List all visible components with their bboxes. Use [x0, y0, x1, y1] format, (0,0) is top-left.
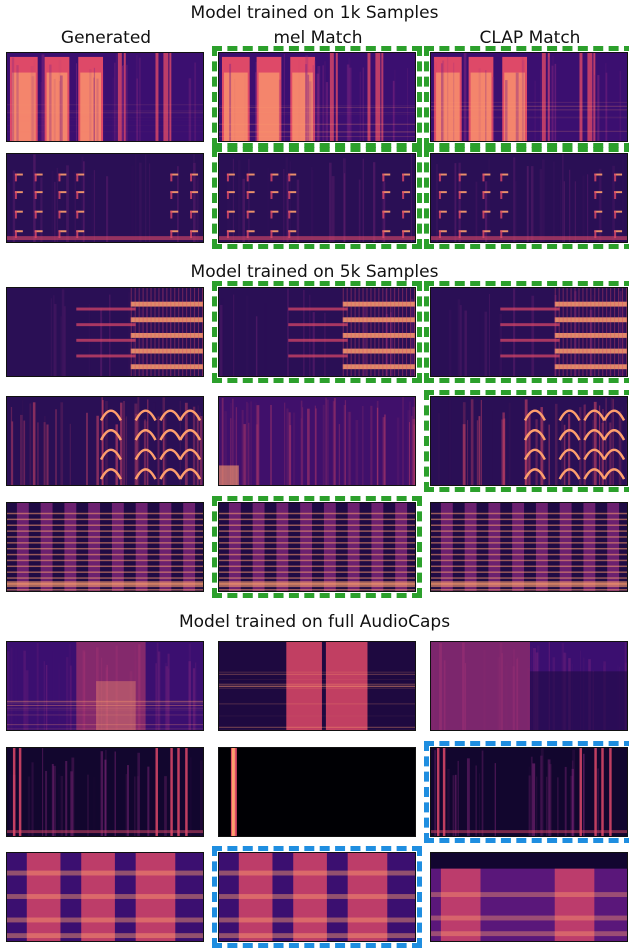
- spectrogram-row7-generated: [6, 747, 204, 837]
- spectrogram-image: [7, 853, 203, 941]
- spectrogram-image: [431, 748, 627, 836]
- spectrogram-image: [219, 853, 415, 941]
- spectrogram-image: [7, 154, 203, 242]
- spectrogram-image: [431, 397, 627, 485]
- spectrogram-row7-clap-match: [424, 741, 629, 843]
- spectrogram-row2-mel-match: [212, 147, 422, 249]
- spectrogram-image: [219, 288, 415, 376]
- spectrogram-image: [7, 288, 203, 376]
- spectrogram-row7-mel-match: [218, 747, 416, 837]
- spectrogram-image: [219, 154, 415, 242]
- spectrogram-row4-clap-match: [424, 390, 629, 492]
- spectrogram-image: [431, 642, 627, 730]
- spectrogram-row4-mel-match: [218, 396, 416, 486]
- spectrogram-row5-clap-match: [430, 502, 628, 592]
- spectrogram-row5-mel-match: [212, 496, 422, 598]
- spectrogram-row6-clap-match: [430, 641, 628, 731]
- spectrogram-row3-generated: [6, 287, 204, 377]
- spectrogram-image: [7, 53, 203, 141]
- spectrogram-image: [431, 853, 627, 941]
- spectrogram-image: [219, 503, 415, 591]
- spectrogram-image: [219, 642, 415, 730]
- spectrogram-row5-generated: [6, 502, 204, 592]
- spectrogram-image: [7, 503, 203, 591]
- spectrogram-row2-clap-match: [424, 147, 629, 249]
- spectrogram-row1-mel-match: [212, 46, 422, 148]
- spectrogram-row4-generated: [6, 396, 204, 486]
- spectrogram-image: [219, 53, 415, 141]
- spectrogram-image: [431, 503, 627, 591]
- spectrogram-image: [7, 397, 203, 485]
- spectrogram-image: [431, 154, 627, 242]
- spectrogram-row8-clap-match: [430, 852, 628, 942]
- spectrogram-row8-generated: [6, 852, 204, 942]
- column-header-generated: Generated: [60, 28, 152, 48]
- spectrogram-row6-generated: [6, 641, 204, 731]
- spectrogram-row1-generated: [6, 52, 204, 142]
- spectrogram-image: [431, 53, 627, 141]
- spectrogram-row6-mel-match: [218, 641, 416, 731]
- spectrogram-row8-mel-match: [212, 846, 422, 948]
- spectrogram-row2-generated: [6, 153, 204, 243]
- spectrogram-row3-clap-match: [424, 281, 629, 383]
- spectrogram-image: [219, 748, 415, 836]
- section-title-1k: Model trained on 1k Samples: [190, 3, 439, 23]
- spectrogram-row1-clap-match: [424, 46, 629, 148]
- section-title-full: Model trained on full AudioCaps: [178, 612, 451, 632]
- spectrogram-row3-mel-match: [212, 281, 422, 383]
- spectrogram-image: [7, 748, 203, 836]
- column-header-clap-match: CLAP Match: [479, 28, 581, 48]
- column-header-mel-match: mel Match: [273, 28, 363, 48]
- spectrogram-image: [431, 288, 627, 376]
- spectrogram-image: [219, 397, 415, 485]
- spectrogram-image: [7, 642, 203, 730]
- section-title-5k: Model trained on 5k Samples: [190, 262, 439, 282]
